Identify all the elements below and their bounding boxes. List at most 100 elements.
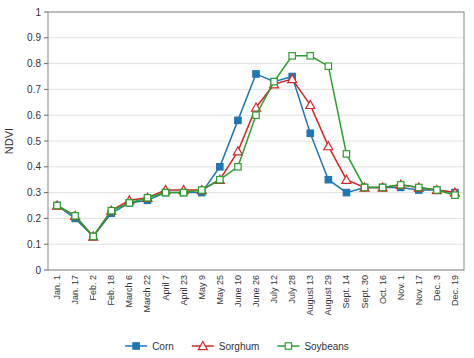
point [143, 193, 152, 201]
point [361, 184, 367, 190]
x-tick-label: March 6 [124, 275, 134, 308]
x-tick-label: Oct. 16 [378, 275, 388, 304]
point [343, 151, 349, 157]
point [199, 187, 205, 193]
point [434, 187, 440, 193]
point [360, 183, 369, 191]
y-tick [44, 244, 48, 245]
y-tick-label: 0 [35, 265, 41, 276]
x-tick-label: April 7 [161, 275, 171, 301]
y-tick-label: 0.4 [27, 161, 41, 172]
point [108, 207, 114, 213]
point [162, 189, 168, 195]
point [54, 202, 60, 208]
point [434, 187, 440, 193]
x-tick-label: Dec. 19 [450, 275, 460, 306]
point [288, 75, 297, 83]
y-tick [44, 63, 48, 64]
x-tick-label: Jan. 17 [70, 275, 80, 305]
y-tick-label: 0.9 [27, 32, 41, 43]
point [414, 183, 423, 191]
x-tick-label: May 9 [197, 275, 207, 300]
x-tick-label: June 10 [233, 275, 243, 307]
plot-frame [48, 12, 464, 270]
x-tick-label: Feb. 18 [106, 275, 116, 306]
point [71, 211, 80, 219]
series-line [57, 79, 455, 236]
y-axis-label: NDVI [3, 128, 15, 154]
y-tick-label: 1 [35, 7, 41, 18]
point [343, 189, 349, 195]
data [53, 53, 460, 240]
legend-label: Corn [152, 341, 174, 352]
point [144, 195, 150, 201]
point [379, 184, 385, 190]
point [271, 78, 277, 84]
legend-marker [198, 342, 207, 350]
point [307, 53, 313, 59]
y-tick [44, 141, 48, 142]
point [162, 189, 168, 195]
point [452, 192, 458, 198]
point [90, 233, 96, 239]
y-tick [44, 166, 48, 167]
y-tick [44, 12, 48, 13]
x-tick-label: Sept. 14 [341, 275, 351, 309]
legend: Corn Sorghum Soybeans [125, 341, 349, 352]
legend-marker [285, 343, 291, 349]
point [325, 63, 331, 69]
y-tick-label: 0.3 [27, 187, 41, 198]
legend-item: Corn [125, 341, 174, 352]
point [197, 186, 206, 194]
point [416, 184, 422, 190]
point [342, 175, 351, 183]
grid-line [48, 218, 464, 219]
legend-label: Soybeans [304, 341, 348, 352]
point [253, 71, 259, 77]
x-axis: Jan. 1Jan. 17Feb. 2Feb. 18March 6March 2… [52, 275, 460, 316]
x-tick-label: July 28 [287, 275, 297, 304]
x-tick-label: Sept. 30 [360, 275, 370, 309]
grid-line [48, 63, 464, 64]
y-tick [44, 192, 48, 193]
x-tick-label: Dec. 3 [432, 275, 442, 301]
y-tick [44, 270, 48, 271]
x-tick-label: April 23 [179, 275, 189, 306]
point [253, 112, 259, 118]
y-tick-label: 0.5 [27, 136, 41, 147]
y-axis: 00.10.20.30.40.50.60.70.80.91 [27, 7, 48, 276]
x-tick-label: Jan. 1 [52, 275, 62, 300]
y-tick-label: 0.2 [27, 213, 41, 224]
point [126, 200, 132, 206]
point [307, 130, 313, 136]
point [432, 186, 441, 194]
grid-line [48, 141, 464, 142]
y-tick-label: 0.8 [27, 58, 41, 69]
x-tick-label: June 26 [251, 275, 261, 307]
point [215, 175, 224, 183]
series-line [57, 56, 455, 237]
legend-label: Sorghum [219, 341, 260, 352]
y-tick [44, 115, 48, 116]
y-tick [44, 218, 48, 219]
legend-marker [133, 343, 139, 349]
point [271, 78, 277, 84]
point [397, 182, 403, 188]
x-tick-label: August 29 [323, 275, 333, 316]
point [53, 201, 62, 209]
series-line [57, 74, 455, 237]
y-tick-label: 0.1 [27, 239, 41, 250]
point [72, 213, 78, 219]
grid-line [48, 192, 464, 193]
y-tick [44, 37, 48, 38]
point [89, 232, 98, 240]
x-tick-label: August 13 [305, 275, 315, 316]
point [289, 53, 295, 59]
y-tick-label: 0.7 [27, 84, 41, 95]
point [180, 189, 186, 195]
point [306, 100, 315, 108]
series [53, 75, 460, 240]
point [235, 164, 241, 170]
grid [48, 12, 464, 270]
point [217, 164, 223, 170]
